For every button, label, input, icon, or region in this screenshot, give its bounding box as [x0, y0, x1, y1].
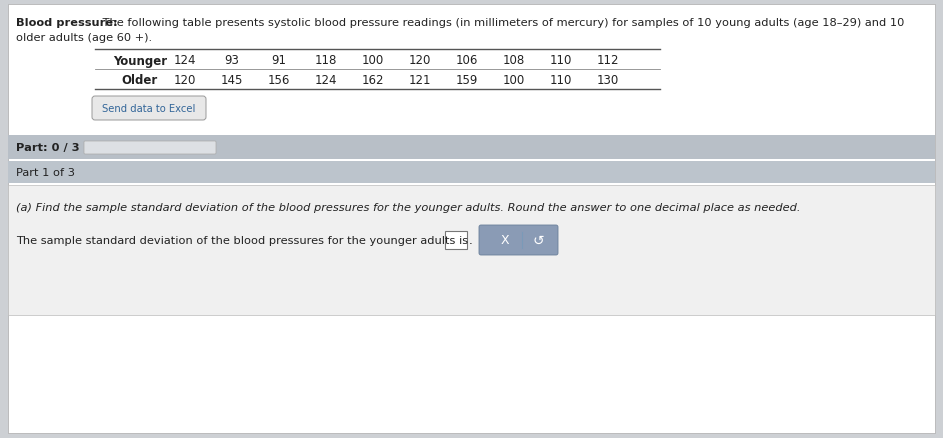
Text: X: X — [501, 234, 509, 247]
FancyBboxPatch shape — [92, 97, 206, 121]
Text: Part: 0 / 3: Part: 0 / 3 — [16, 143, 79, 153]
Text: 91: 91 — [272, 54, 287, 67]
Text: 108: 108 — [503, 54, 525, 67]
Text: 100: 100 — [503, 74, 525, 87]
Text: 120: 120 — [409, 54, 431, 67]
Text: Blood pressure:: Blood pressure: — [16, 18, 118, 28]
Text: The sample standard deviation of the blood pressures for the younger adults is: The sample standard deviation of the blo… — [16, 236, 468, 245]
Text: (a) Find the sample standard deviation of the blood pressures for the younger ad: (a) Find the sample standard deviation o… — [16, 202, 801, 212]
Bar — [8, 162, 935, 184]
FancyBboxPatch shape — [479, 226, 558, 255]
Text: ↺: ↺ — [533, 233, 544, 247]
Bar — [445, 231, 467, 249]
Text: 100: 100 — [362, 54, 384, 67]
Text: Younger: Younger — [113, 54, 167, 67]
Text: 106: 106 — [455, 54, 478, 67]
Text: Part 1 of 3: Part 1 of 3 — [16, 168, 75, 177]
Text: Older: Older — [122, 74, 158, 87]
Text: 124: 124 — [174, 54, 196, 67]
Text: 121: 121 — [408, 74, 431, 87]
Text: The following table presents systolic blood pressure readings (in millimeters of: The following table presents systolic bl… — [99, 18, 904, 28]
Text: 145: 145 — [221, 74, 243, 87]
Text: 112: 112 — [597, 54, 620, 67]
Text: 156: 156 — [268, 74, 290, 87]
Text: older adults (age 60 +).: older adults (age 60 +). — [16, 33, 152, 43]
FancyBboxPatch shape — [84, 141, 216, 155]
Text: 110: 110 — [550, 74, 572, 87]
Text: 159: 159 — [455, 74, 478, 87]
Bar — [8, 136, 935, 159]
Text: 93: 93 — [224, 54, 240, 67]
Text: Send data to Excel: Send data to Excel — [102, 104, 196, 114]
Text: 124: 124 — [315, 74, 338, 87]
Text: .: . — [469, 234, 472, 247]
Text: 118: 118 — [315, 54, 338, 67]
Bar — [8, 186, 935, 315]
Text: 120: 120 — [174, 74, 196, 87]
Text: 130: 130 — [597, 74, 620, 87]
Text: 162: 162 — [362, 74, 384, 87]
Text: 110: 110 — [550, 54, 572, 67]
